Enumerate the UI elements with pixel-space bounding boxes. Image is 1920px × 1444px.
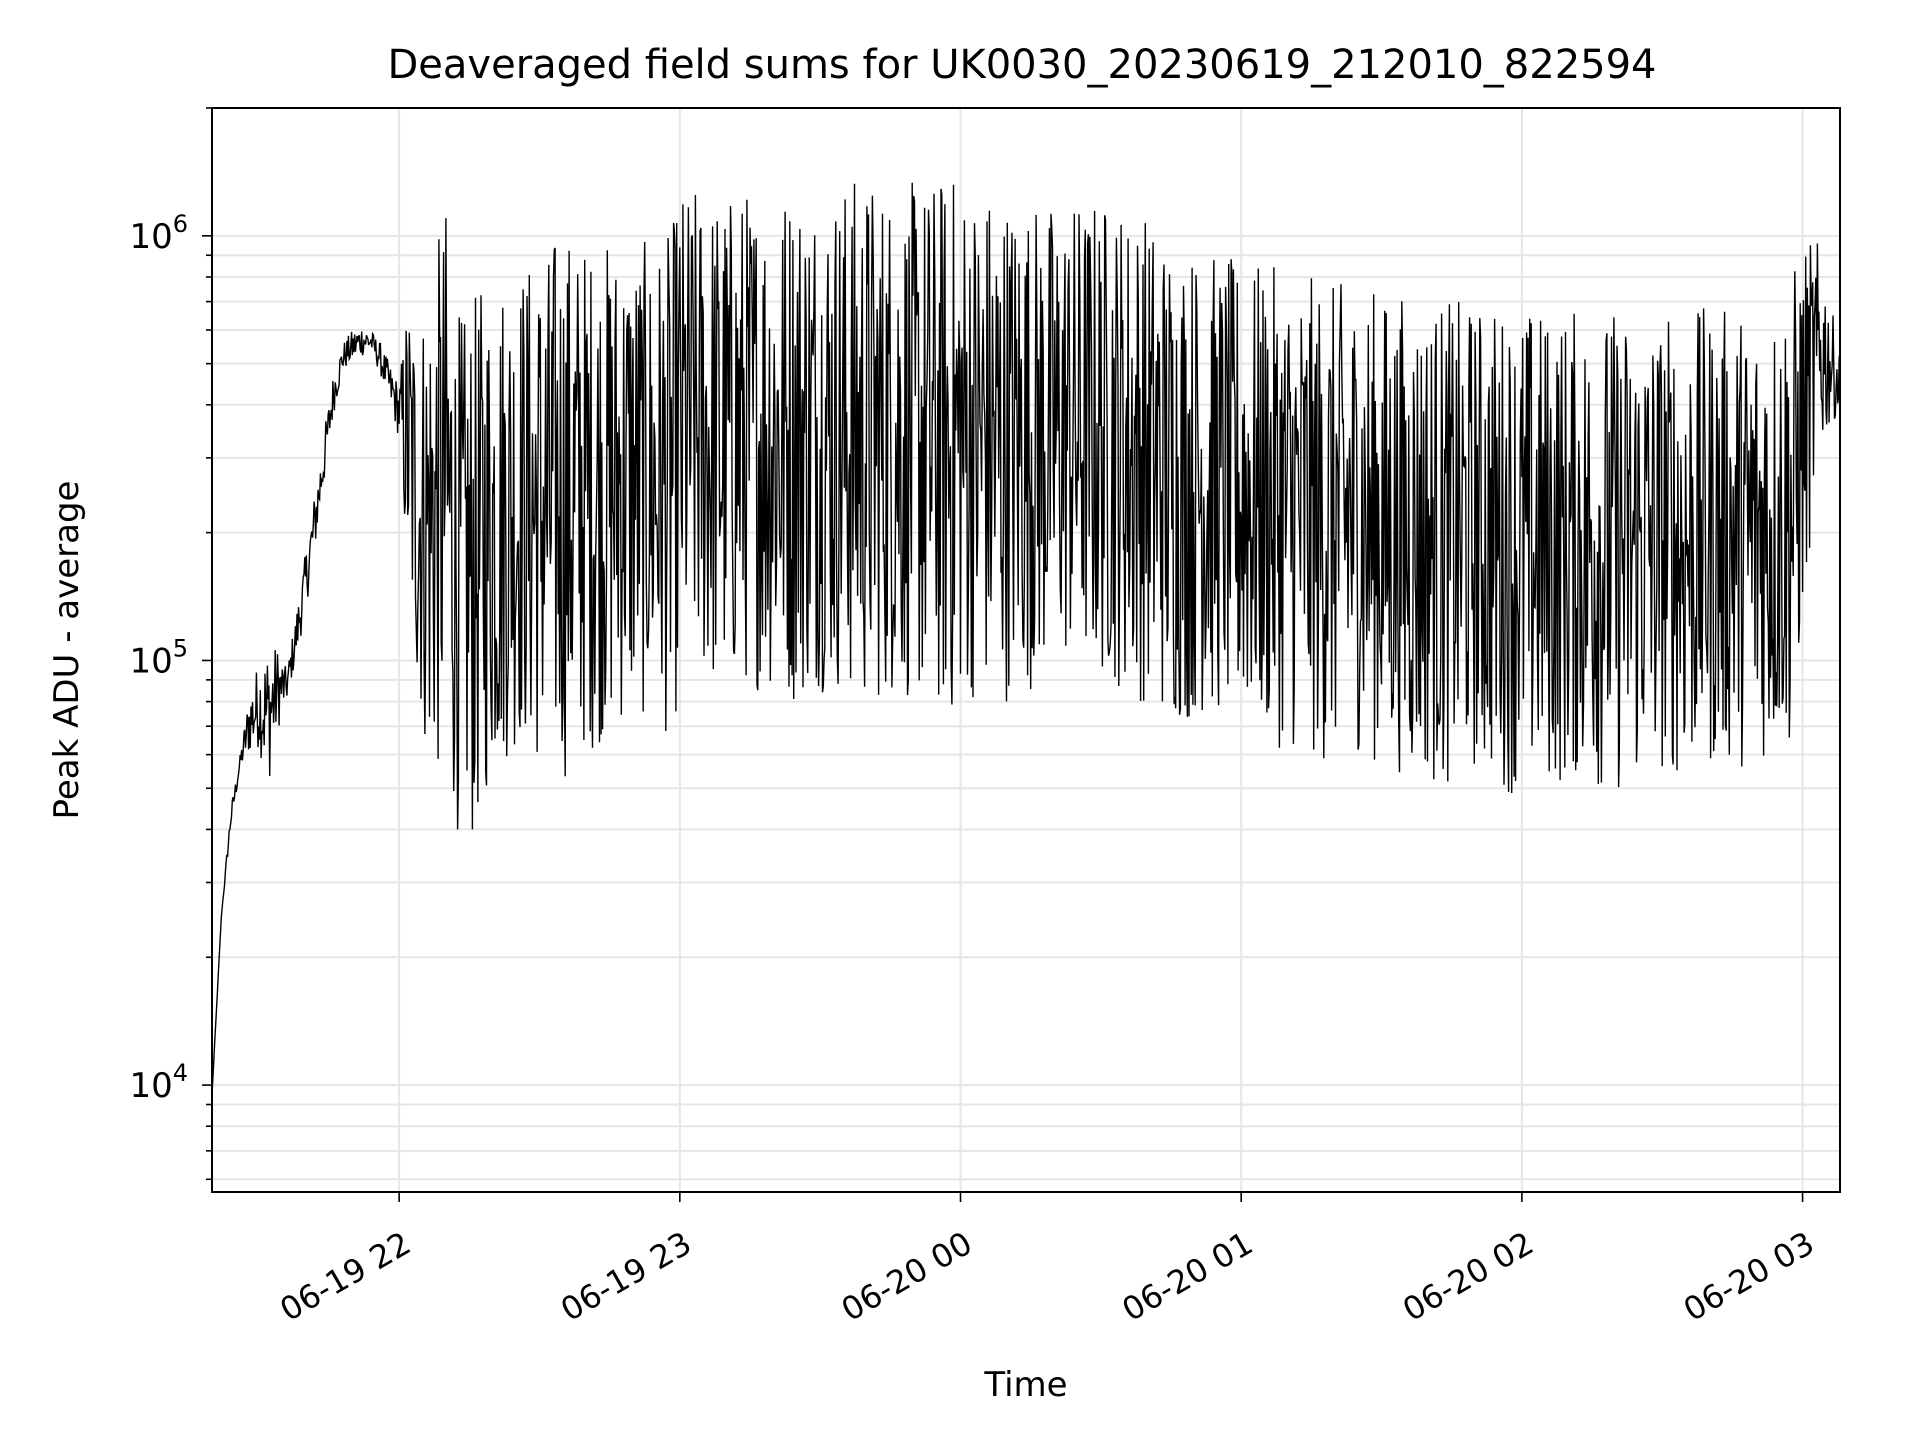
y-tick-label: 105	[129, 634, 188, 681]
x-axis-label: Time	[983, 1365, 1067, 1405]
series-layer	[212, 182, 1840, 1095]
y-tick-base: 10	[129, 1066, 172, 1106]
y-tick-base: 10	[129, 217, 172, 257]
series-line	[212, 182, 1840, 1095]
axes-frame	[211, 107, 1841, 1193]
y-axis-label: Peak ADU - average	[47, 481, 87, 820]
y-tick-exponent: 6	[173, 210, 188, 238]
y-tick-exponent: 4	[173, 1059, 188, 1087]
y-tick-label: 106	[129, 210, 188, 257]
chart-title: Deaveraged field sums for UK0030_2023061…	[387, 42, 1656, 88]
y-tick-exponent: 5	[173, 634, 188, 662]
y-tick-label: 104	[129, 1059, 188, 1106]
y-tick-base: 10	[129, 641, 172, 681]
